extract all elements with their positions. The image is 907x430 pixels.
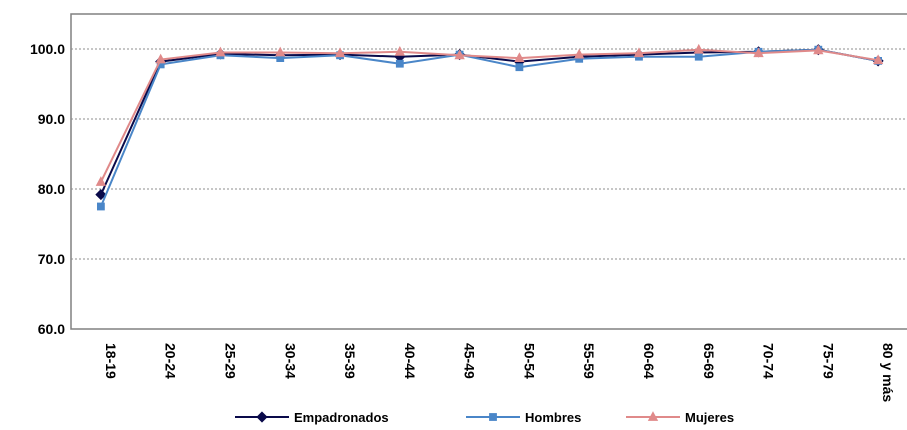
data-point — [275, 46, 286, 57]
legend-label: Hombres — [525, 410, 581, 425]
x-tick-label: 30-34 — [282, 343, 298, 379]
data-point — [872, 54, 884, 65]
y-tick-label: 90.0 — [38, 111, 65, 127]
data-point — [694, 52, 703, 61]
x-tick-label: 50-54 — [521, 343, 537, 379]
data-point — [215, 46, 226, 57]
plot-area — [70, 13, 907, 330]
data-point — [394, 45, 405, 56]
data-point — [95, 176, 107, 186]
data-point — [633, 47, 645, 58]
x-tick-label: 55-59 — [581, 343, 597, 379]
x-tick-label: 80 y más — [880, 343, 896, 402]
legend-marker — [489, 413, 497, 421]
y-tick-label: 100.0 — [30, 41, 65, 57]
legend-label: Empadronados — [294, 410, 389, 425]
y-tick-label: 80.0 — [38, 181, 65, 197]
y-axis-ticks: 60.0 70.0 80.0 90.0 100.0 — [30, 41, 65, 337]
series-mujeres — [95, 43, 884, 186]
legend-label: Mujeres — [685, 410, 734, 425]
legend-item-mujeres: Mujeres — [626, 410, 734, 425]
y-tick-label: 60.0 — [38, 321, 65, 337]
x-tick-label: 35-39 — [342, 343, 358, 379]
x-axis-ticks: 18-19 20-24 25-29 30-34 35-39 40-44 45-49 50-54… — [103, 343, 896, 402]
data-point — [96, 202, 105, 211]
data-point — [334, 47, 346, 58]
data-point — [693, 43, 704, 54]
legend-marker — [256, 411, 268, 423]
data-point — [574, 48, 585, 59]
x-tick-label: 18-19 — [103, 343, 119, 379]
legend: Empadronados Hombres Mujeres — [235, 410, 734, 425]
data-point — [95, 189, 107, 201]
data-point — [753, 47, 764, 58]
data-point — [515, 63, 524, 72]
data-point — [454, 49, 465, 60]
x-tick-label: 40-44 — [402, 343, 418, 379]
data-point — [514, 52, 525, 62]
data-point — [155, 53, 166, 64]
x-tick-label: 65-69 — [701, 343, 717, 379]
x-tick-label: 25-29 — [222, 343, 238, 379]
legend-item-empadronados: Empadronados — [235, 410, 389, 425]
x-tick-label: 45-49 — [462, 343, 478, 379]
legend-marker — [647, 411, 659, 421]
x-tick-label: 75-79 — [820, 343, 836, 379]
data-point — [395, 59, 404, 68]
x-tick-label: 60-64 — [641, 343, 657, 379]
x-tick-label: 70-74 — [761, 343, 777, 379]
x-tick-label: 20-24 — [163, 343, 179, 379]
series-layer — [95, 43, 884, 211]
series-line — [99, 48, 879, 183]
gridlines — [71, 48, 907, 260]
y-tick-label: 70.0 — [38, 251, 65, 267]
data-point — [813, 44, 824, 55]
legend-item-hombres: Hombres — [466, 410, 581, 425]
